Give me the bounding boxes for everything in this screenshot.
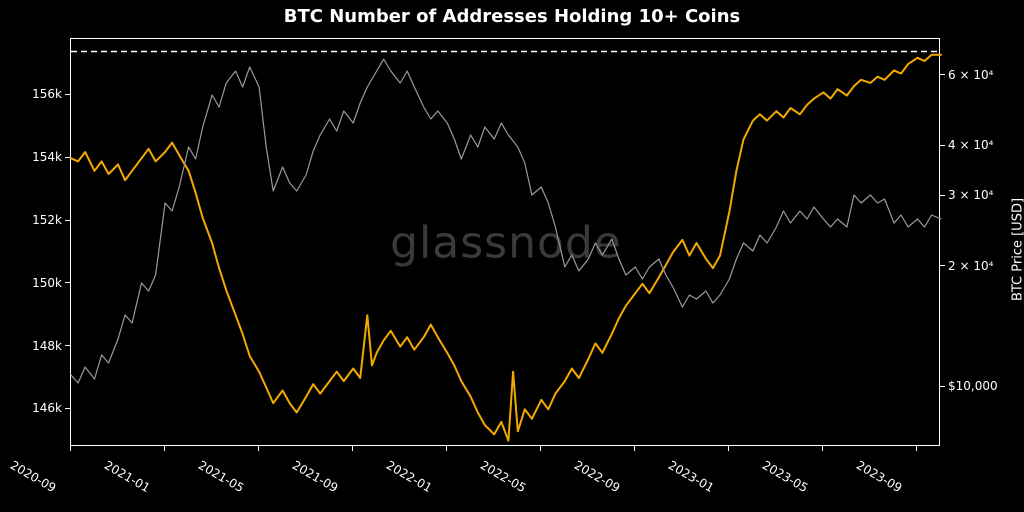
y-right-axis-label: BTC Price [USD]: [1011, 198, 1024, 301]
x-tick-label: 2021-01: [102, 458, 152, 495]
y-right-tick: [940, 195, 945, 196]
x-tick-label: 2023-05: [760, 458, 810, 495]
y-right-tick-label: 6 × 10⁴: [948, 68, 993, 82]
y-right-tick: [940, 386, 945, 387]
y-left-tick: [65, 220, 70, 221]
x-tick-label: 2022-01: [384, 458, 434, 495]
x-tick: [728, 446, 729, 451]
x-tick: [540, 446, 541, 451]
x-tick-label: 2022-09: [572, 458, 622, 495]
y-left-tick-label: 154k: [32, 150, 62, 164]
x-tick-label: 2021-05: [196, 458, 246, 495]
y-left-tick: [65, 157, 70, 158]
y-right-tick-label: $10,000: [948, 379, 998, 393]
x-tick: [822, 446, 823, 451]
y-left-tick: [65, 282, 70, 283]
y-left-tick-label: 148k: [32, 339, 62, 353]
series-btc_price: [71, 59, 941, 383]
chart-container: BTC Number of Addresses Holding 10+ Coin…: [0, 0, 1024, 512]
y-right-tick-label: 3 × 10⁴: [948, 188, 993, 202]
x-tick-label: 2023-09: [854, 458, 904, 495]
x-tick: [634, 446, 635, 451]
y-left-tick-label: 156k: [32, 87, 62, 101]
x-tick-label: 2023-01: [666, 458, 716, 495]
x-tick: [70, 446, 71, 451]
y-left-tick-label: 152k: [32, 213, 62, 227]
y-left-tick: [65, 408, 70, 409]
x-tick: [916, 446, 917, 451]
x-tick: [446, 446, 447, 451]
x-tick: [352, 446, 353, 451]
y-right-tick-label: 4 × 10⁴: [948, 138, 993, 152]
y-left-tick-label: 150k: [32, 276, 62, 290]
x-tick: [164, 446, 165, 451]
x-tick-label: 2022-05: [478, 458, 528, 495]
series-addresses_10plus: [71, 55, 941, 441]
y-right-tick: [940, 74, 945, 75]
y-left-tick-label: 146k: [32, 401, 62, 415]
y-right-tick-label: 2 × 10⁴: [948, 259, 993, 273]
y-right-tick: [940, 145, 945, 146]
x-tick-label: 2020-09: [8, 458, 58, 495]
y-left-tick: [65, 345, 70, 346]
x-tick: [258, 446, 259, 451]
chart-lines: [71, 39, 941, 447]
chart-title: BTC Number of Addresses Holding 10+ Coin…: [0, 6, 1024, 27]
x-tick-label: 2021-09: [290, 458, 340, 495]
y-right-tick: [940, 265, 945, 266]
y-left-tick: [65, 94, 70, 95]
plot-area: glassnode: [70, 38, 940, 446]
